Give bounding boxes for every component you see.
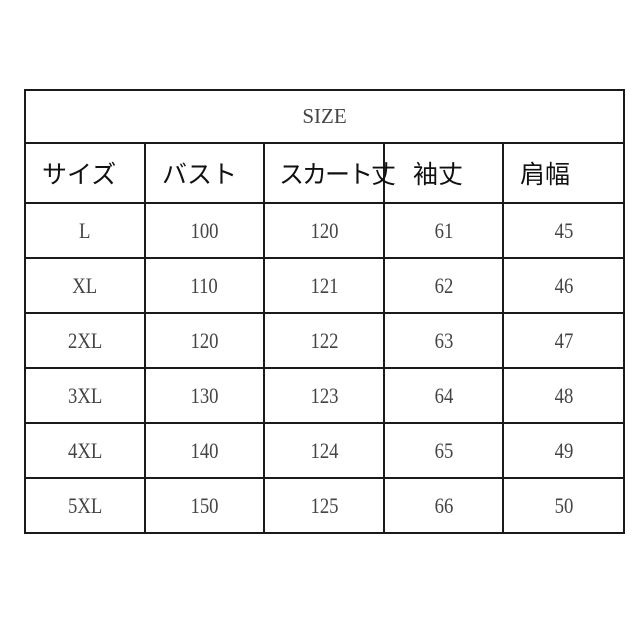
cell-skirt-length: 123	[263, 367, 385, 424]
cell-sleeve-length: 66	[383, 477, 504, 534]
cell-value: 150	[190, 492, 219, 518]
cell-value: 140	[190, 437, 219, 463]
cell-value: 130	[190, 382, 219, 408]
cell-size: L	[24, 202, 146, 259]
header-bust: バスト	[144, 142, 265, 204]
header-skirt-length: スカート丈	[263, 142, 396, 204]
cell-size: 4XL	[24, 422, 146, 479]
size-table: SIZE サイズ バスト スカート丈 袖丈 肩幅 L 100 120 61 45 XL 11…	[24, 89, 625, 534]
cell-value: 120	[190, 327, 219, 353]
cell-size: 2XL	[24, 312, 146, 369]
cell-skirt-length: 125	[263, 477, 385, 534]
cell-value: 125	[309, 492, 339, 518]
cell-value: 50	[554, 492, 573, 518]
cell-shoulder-width: 48	[502, 367, 625, 424]
cell-size: 3XL	[24, 367, 146, 424]
cell-value: 5XL	[67, 492, 103, 518]
cell-value: 46	[554, 272, 573, 298]
cell-value: 123	[309, 382, 339, 408]
cell-skirt-length: 122	[263, 312, 385, 369]
header-size: サイズ	[24, 142, 146, 204]
cell-shoulder-width: 49	[502, 422, 625, 479]
cell-value: 65	[434, 437, 453, 463]
cell-value: 4XL	[67, 437, 103, 463]
cell-value: 122	[309, 327, 339, 353]
cell-value: 121	[309, 272, 339, 298]
cell-value: 120	[309, 217, 339, 243]
cell-shoulder-width: 47	[502, 312, 625, 369]
cell-shoulder-width: 46	[502, 257, 625, 314]
header-shoulder-width: 肩幅	[502, 142, 625, 204]
cell-value: XL	[72, 272, 98, 298]
cell-sleeve-length: 62	[383, 257, 504, 314]
cell-value: 63	[434, 327, 453, 353]
table-row: 3XL 130 123 64 48	[24, 367, 625, 424]
cell-value: 45	[554, 217, 573, 243]
cell-value: 2XL	[67, 327, 103, 353]
cell-size: 5XL	[24, 477, 146, 534]
cell-bust: 140	[144, 422, 265, 479]
cell-bust: 120	[144, 312, 265, 369]
cell-bust: 150	[144, 477, 265, 534]
cell-value: L	[79, 217, 91, 243]
cell-value: 61	[434, 217, 453, 243]
table-row: L 100 120 61 45	[24, 202, 625, 259]
cell-value: 62	[434, 272, 453, 298]
cell-sleeve-length: 61	[383, 202, 504, 259]
table-row: 2XL 120 122 63 47	[24, 312, 625, 369]
cell-value: 66	[434, 492, 453, 518]
table-row: XL 110 121 62 46	[24, 257, 625, 314]
cell-skirt-length: 121	[263, 257, 385, 314]
cell-bust: 100	[144, 202, 265, 259]
title-row: SIZE	[24, 89, 625, 144]
table-title: SIZE	[24, 89, 625, 144]
cell-value: 49	[554, 437, 573, 463]
header-row: サイズ バスト スカート丈 袖丈 肩幅	[24, 142, 625, 204]
cell-value: 100	[190, 217, 219, 243]
cell-value: 110	[190, 272, 219, 298]
cell-value: 48	[554, 382, 573, 408]
cell-sleeve-length: 65	[383, 422, 504, 479]
cell-size: XL	[24, 257, 146, 314]
cell-skirt-length: 124	[263, 422, 385, 479]
header-sleeve-length: 袖丈	[383, 142, 504, 204]
cell-value: 3XL	[67, 382, 103, 408]
table-row: 4XL 140 124 65 49	[24, 422, 625, 479]
cell-bust: 130	[144, 367, 265, 424]
cell-shoulder-width: 45	[502, 202, 625, 259]
cell-skirt-length: 120	[263, 202, 385, 259]
cell-sleeve-length: 63	[383, 312, 504, 369]
cell-value: 64	[434, 382, 453, 408]
cell-shoulder-width: 50	[502, 477, 625, 534]
cell-value: 124	[309, 437, 339, 463]
cell-bust: 110	[144, 257, 265, 314]
cell-value: 47	[554, 327, 573, 353]
cell-sleeve-length: 64	[383, 367, 504, 424]
table-row: 5XL 150 125 66 50	[24, 477, 625, 534]
